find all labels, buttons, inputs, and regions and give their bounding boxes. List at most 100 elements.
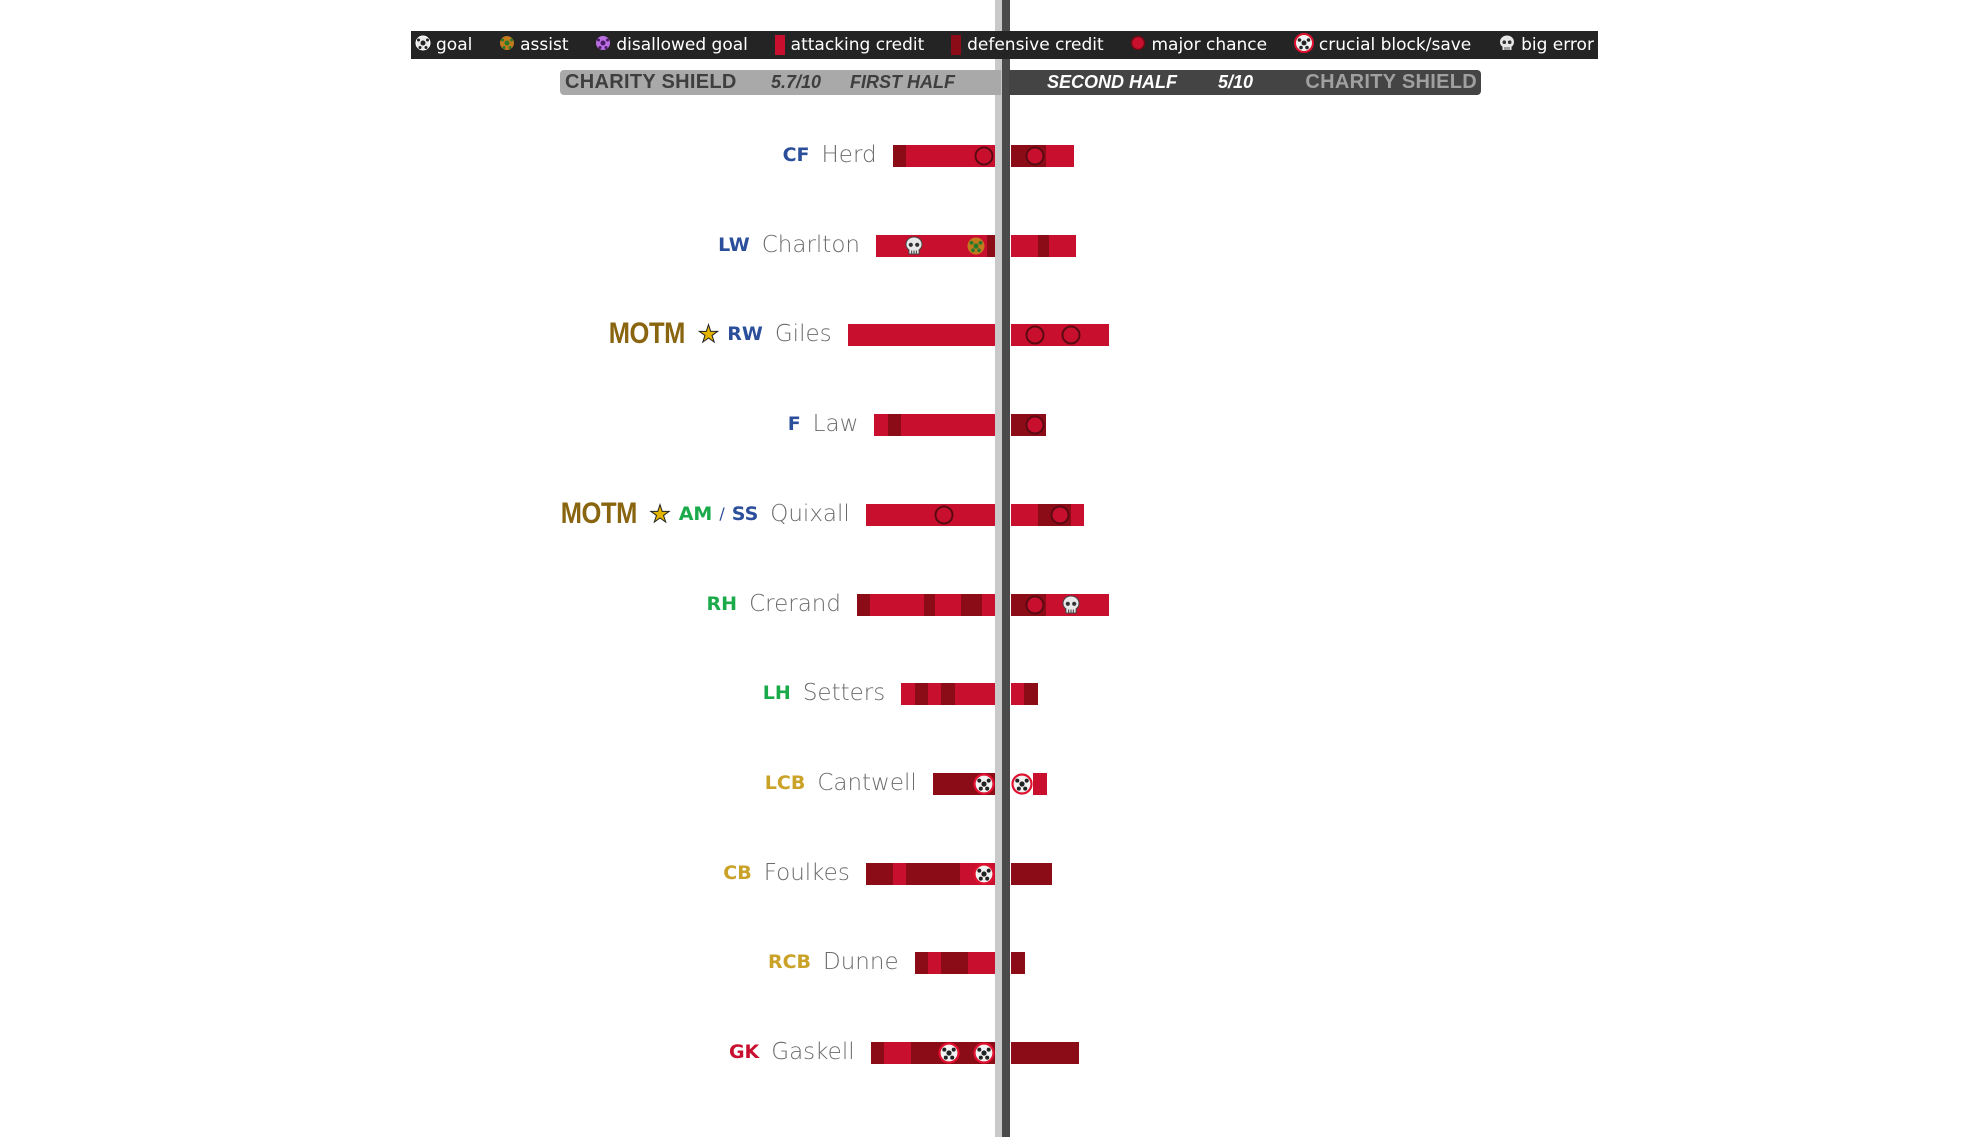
first-half-bar-0 [892,145,995,167]
position-code: CF [782,144,810,166]
star-icon: ★ [649,499,671,528]
player-name: Setters [802,680,886,707]
attacking-credit-segment [905,145,974,167]
player-label: GK Gaskell [729,1037,855,1067]
defensive-credit-segment [986,234,996,257]
attacking-credit-segment [1081,593,1110,616]
defensive-credit-segment [910,1042,939,1064]
major-chance-icon [1024,324,1046,350]
second-half-bar-3 [1011,414,1047,437]
crucial-block-save-icon [973,1042,995,1068]
defensive-credit-segment [865,862,894,885]
major-chance-icon [973,145,995,171]
major-chance-icon [933,504,955,530]
position-code: F [787,413,801,436]
defensive-credit-segment [1011,952,1025,975]
first-half-bar-6 [901,683,996,706]
second-half-bar-2 [1011,324,1110,347]
first-half-bar-9 [914,952,996,975]
defensive-credit-segment [892,145,907,167]
second-half-competition: CHARITY SHIELD [1305,71,1477,93]
defensive-credit-segment [923,593,936,616]
crucial-block-save-icon [973,773,995,799]
second-half-bar-8 [1011,862,1052,885]
defensive-credit-segment [870,1042,885,1064]
player-name: Charlton [761,231,860,258]
attacking-credit-segment [1011,503,1039,526]
player-name: Cantwell [817,769,917,796]
legend-item-attacking-credit: attacking credit [774,35,924,55]
big-error-icon [903,235,925,261]
defensive-credit-segment [961,593,983,616]
position-code: LW [718,233,750,256]
legend-item-big-error: big error [1498,34,1594,57]
second-half-rating: 5/10 [1218,72,1254,92]
attacking-credit-segment [1046,593,1061,616]
attacking-credit-segment [875,234,904,257]
attacking-credit-segment [901,414,996,437]
defensive-credit-segment [887,414,902,437]
legend-item-disallowed-goal: disallowed goal [595,35,748,56]
second-half-label: SECOND HALF [1047,72,1177,92]
first-half-bar-4 [865,503,996,526]
player-name: Law [812,411,859,438]
defensive-credit-segment [932,772,974,795]
attacking-credit-segment [968,952,996,975]
attacking-credit-segment [959,862,974,885]
first-half-header: CHARITY SHIELD 5.7/10 FIRST HALF [560,70,1001,95]
position-code: RH [706,592,738,615]
attacking-credit-segment [927,952,942,975]
second-half-bar-0 [1011,145,1074,167]
attacking-credit-segment [954,683,996,706]
first-half-label: FIRST HALF [850,72,955,92]
major-chance-icon [1024,145,1046,171]
position-code: SS [731,502,759,525]
position-separator: / [719,504,725,524]
player-label: CB Foulkes [723,858,850,888]
second-half-bar-7 [1011,772,1047,795]
major-chance-icon [1130,35,1146,56]
crucial-block-save-icon [973,862,995,889]
player-name: Giles [774,321,832,348]
second-half-bar-10 [1011,1042,1079,1064]
player-label: LW Charlton [718,230,860,260]
attacking-credit-segment [1011,683,1025,706]
position-code: GK [728,1041,760,1063]
major-chance-icon [1049,504,1071,530]
first-half-bar-10 [870,1042,995,1064]
first-half-bar-2 [847,324,996,347]
defensive-credit-segment [914,952,929,975]
assist-icon [965,235,987,261]
attacking-credit-segment [1048,234,1076,257]
attacking-credit-segment [874,414,889,437]
crucial-block-save-icon [1011,773,1033,799]
attacking-credit-segment [927,683,942,706]
big-error-icon [1060,594,1082,620]
attacking-credit-segment [924,234,966,257]
player-label: RH Crerand [707,589,841,619]
star-icon: ★ [697,320,720,349]
attacking-credit-segment [865,503,934,526]
defensive-credit-segment [1011,1042,1079,1064]
motm-badge: MOTM [608,317,686,351]
player-name: Herd [821,142,877,168]
attacking-credit-segment [1011,234,1039,257]
big-error-icon [1498,34,1516,57]
attacking-credit-segment [954,503,996,526]
legend-item-assist: assist [499,35,569,56]
second-half-bar-6 [1011,683,1039,706]
defensive-credit-segment [856,593,871,616]
major-chance-icon [1024,414,1046,440]
attacking-credit-segment [981,593,996,616]
attacking-credit-segment [870,593,925,616]
legend-item-defensive-credit: defensive credit [951,35,1104,55]
player-name: Quixall [770,500,850,527]
first-half-bar-3 [874,414,996,437]
second-half-header: SECOND HALF 5/10 CHARITY SHIELD [1009,70,1481,95]
defensive-credit-segment [1037,503,1050,526]
attacking-credit-segment [892,862,907,885]
position-code: RCB [767,951,812,974]
assist-icon [499,35,515,56]
attacking-credit-swatch [774,35,785,55]
position-code: LCB [764,771,806,794]
